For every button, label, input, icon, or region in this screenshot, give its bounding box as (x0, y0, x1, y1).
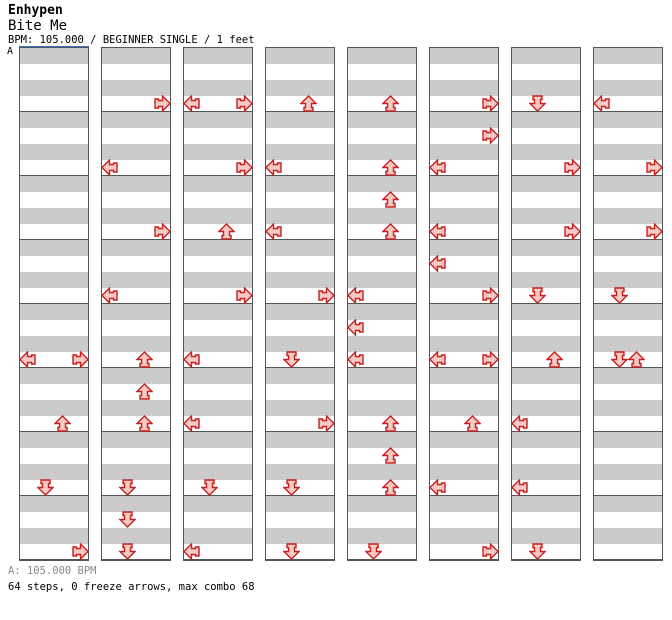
arrow-right-icon (236, 94, 253, 112)
arrow-right-icon (482, 542, 499, 560)
steps-summary: 64 steps, 0 freeze arrows, max combo 68 (8, 581, 255, 593)
arrow-left-icon (265, 222, 282, 240)
arrow-down-icon (282, 350, 300, 368)
arrow-left-icon (183, 350, 200, 368)
arrow-left-icon (101, 158, 118, 176)
arrow-right-icon (482, 350, 499, 368)
measure-column (101, 47, 171, 561)
arrow-right-icon (236, 158, 253, 176)
arrow-up-icon (382, 190, 400, 208)
arrow-left-icon (429, 254, 446, 272)
arrow-down-icon (528, 94, 546, 112)
arrow-left-icon (429, 350, 446, 368)
arrow-left-icon (429, 478, 446, 496)
arrow-up-icon (382, 158, 400, 176)
arrow-right-icon (154, 94, 171, 112)
arrow-down-icon (200, 478, 218, 496)
arrow-down-icon (118, 542, 136, 560)
measure-column (429, 47, 499, 561)
arrow-left-icon (183, 414, 200, 432)
artist-title: Enhypen (8, 3, 63, 18)
section-marker-label: A (7, 46, 14, 57)
arrow-down-icon (610, 350, 628, 368)
arrow-left-icon (183, 542, 200, 560)
arrow-left-icon (511, 414, 528, 432)
arrow-down-icon (364, 542, 382, 560)
arrow-right-icon (564, 158, 581, 176)
arrow-right-icon (236, 286, 253, 304)
measure-column (593, 47, 663, 561)
arrow-left-icon (347, 350, 364, 368)
arrow-down-icon (528, 542, 546, 560)
arrow-left-icon (429, 222, 446, 240)
arrow-down-icon (282, 478, 300, 496)
arrow-down-icon (118, 478, 136, 496)
arrow-down-icon (36, 478, 54, 496)
measure-column (347, 47, 417, 561)
arrow-up-icon (54, 414, 72, 432)
arrow-down-icon (528, 286, 546, 304)
arrow-up-icon (300, 94, 318, 112)
arrow-down-icon (282, 542, 300, 560)
arrow-left-icon (19, 350, 36, 368)
measure-column (183, 47, 253, 561)
measure-column (19, 47, 89, 561)
arrow-up-icon (464, 414, 482, 432)
arrow-down-icon (118, 510, 136, 528)
arrow-up-icon (136, 382, 154, 400)
arrow-right-icon (482, 286, 499, 304)
arrow-right-icon (318, 286, 335, 304)
arrow-up-icon (382, 94, 400, 112)
arrow-right-icon (482, 126, 499, 144)
chart-info: BPM: 105.000 / BEGINNER SINGLE / 1 feet (8, 34, 255, 46)
arrow-right-icon (482, 94, 499, 112)
arrow-right-icon (564, 222, 581, 240)
bpm-footnote: A: 105.000 BPM (8, 565, 97, 577)
arrow-down-icon (610, 286, 628, 304)
arrow-right-icon (72, 542, 89, 560)
arrow-up-icon (382, 446, 400, 464)
arrow-left-icon (183, 94, 200, 112)
arrow-up-icon (218, 222, 236, 240)
arrow-up-icon (382, 478, 400, 496)
arrow-left-icon (347, 318, 364, 336)
arrow-right-icon (646, 158, 663, 176)
arrow-left-icon (429, 158, 446, 176)
arrow-right-icon (154, 222, 171, 240)
arrow-right-icon (646, 222, 663, 240)
arrow-up-icon (546, 350, 564, 368)
arrow-up-icon (382, 414, 400, 432)
arrow-right-icon (318, 414, 335, 432)
arrow-up-icon (136, 414, 154, 432)
arrow-left-icon (511, 478, 528, 496)
arrow-left-icon (265, 158, 282, 176)
arrow-left-icon (593, 94, 610, 112)
arrow-left-icon (101, 286, 118, 304)
measure-column (511, 47, 581, 561)
song-title: Bite Me (8, 18, 68, 34)
arrow-up-icon (136, 350, 154, 368)
arrow-up-icon (382, 222, 400, 240)
measure-column (265, 47, 335, 561)
arrow-left-icon (347, 286, 364, 304)
arrow-up-icon (628, 350, 646, 368)
arrow-right-icon (72, 350, 89, 368)
